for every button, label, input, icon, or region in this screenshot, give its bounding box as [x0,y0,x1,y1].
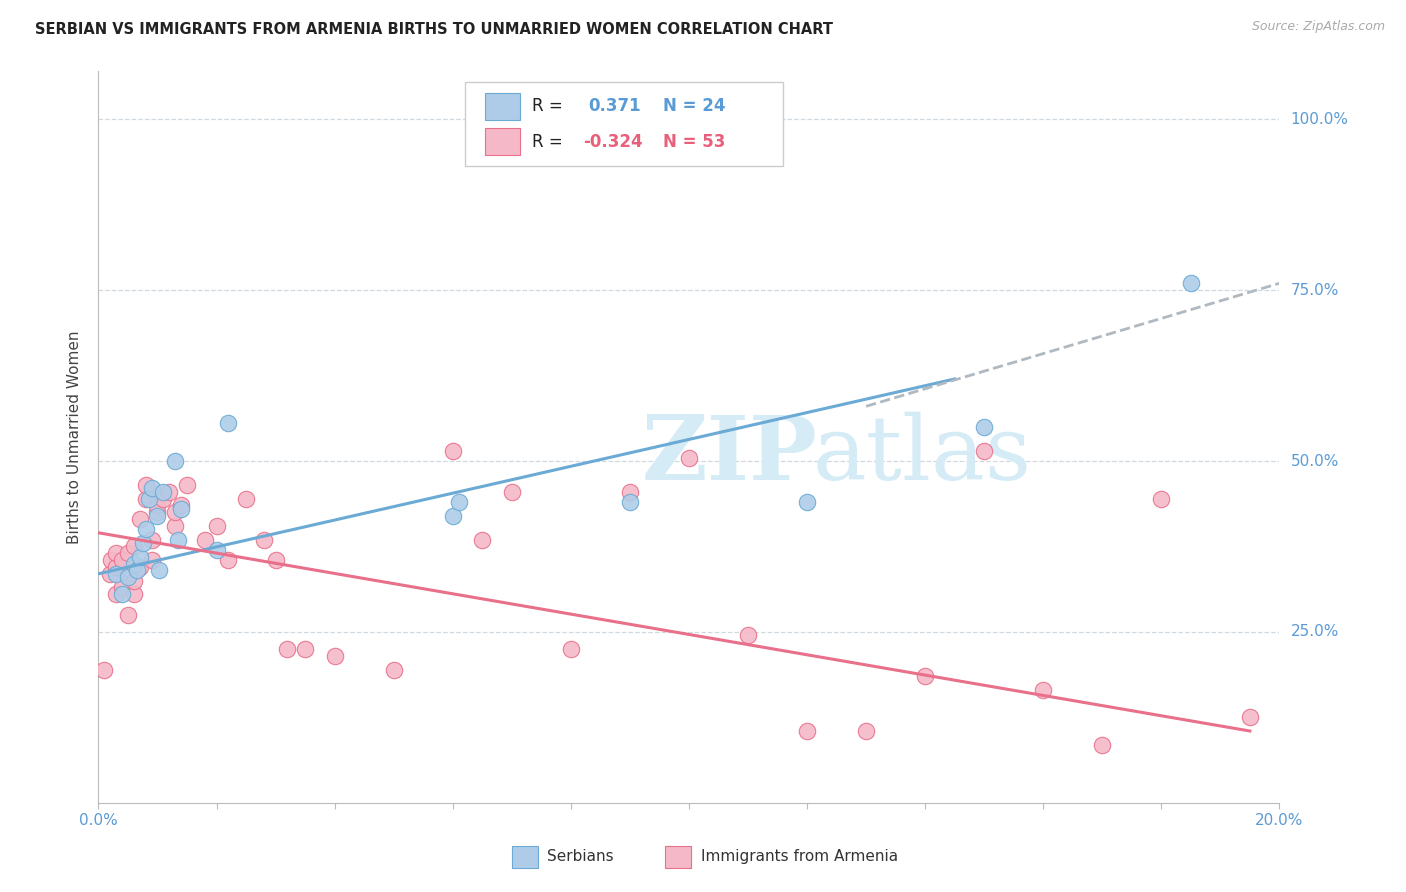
Point [135,522,157,536]
Point [796,495,818,509]
Point [1032,683,1054,698]
Point [111,553,134,567]
Point [1150,491,1173,506]
Point [122,540,145,554]
Bar [485,128,520,155]
Point [135,478,157,492]
Point [132,536,155,550]
Point [501,484,523,499]
Text: 50.0%: 50.0% [1291,453,1339,468]
Point [105,560,128,574]
Point [111,581,134,595]
Point [441,508,464,523]
Text: Immigrants from Armenia: Immigrants from Armenia [700,849,898,864]
Point [205,542,228,557]
Point [117,546,139,560]
Point [1091,738,1114,752]
Point [165,505,187,519]
Point [170,499,193,513]
Point [105,566,128,581]
Point [471,533,494,547]
Point [973,443,995,458]
Text: -0.324: -0.324 [582,133,643,151]
Text: ZIP: ZIP [641,412,817,499]
Point [855,724,877,739]
Point [382,663,405,677]
Text: 75.0%: 75.0% [1291,283,1339,298]
Point [165,454,187,468]
Text: atlas: atlas [813,412,1032,499]
Point [1180,277,1202,291]
Point [146,508,169,523]
Point [1239,710,1261,724]
Point [93,663,115,677]
Point [117,570,139,584]
Point [205,519,228,533]
Point [217,417,239,431]
Point [253,533,276,547]
Point [323,648,346,663]
Point [194,533,217,547]
Text: SERBIAN VS IMMIGRANTS FROM ARMENIA BIRTHS TO UNMARRIED WOMEN CORRELATION CHART: SERBIAN VS IMMIGRANTS FROM ARMENIA BIRTH… [35,22,834,37]
Point [138,491,160,506]
Text: 25.0%: 25.0% [1291,624,1339,640]
Point [619,495,641,509]
Point [678,450,700,465]
Point [141,533,163,547]
Point [165,519,187,533]
Point [152,484,174,499]
Point [146,499,169,513]
Point [122,557,145,571]
Text: R =: R = [531,133,568,151]
Point [117,566,139,581]
Point [141,553,163,567]
Point [105,546,128,560]
Text: 0.371: 0.371 [589,97,641,115]
Point [122,574,145,588]
Text: N = 53: N = 53 [664,133,725,151]
Text: N = 24: N = 24 [664,97,725,115]
Text: R =: R = [531,97,574,115]
Point [98,566,121,581]
Point [217,553,239,567]
Text: Source: ZipAtlas.com: Source: ZipAtlas.com [1251,20,1385,33]
Point [619,484,641,499]
Point [447,495,470,509]
Point [737,628,759,642]
Point [141,481,163,495]
Point [973,420,995,434]
Point [122,587,145,601]
Point [294,642,316,657]
Point [170,501,193,516]
Bar [665,846,692,868]
Point [176,478,198,492]
Point [128,560,150,574]
Point [100,553,122,567]
Point [157,484,180,499]
Point [264,553,287,567]
Point [135,491,157,506]
Point [105,587,128,601]
Bar [512,846,537,868]
Point [125,563,148,577]
Point [146,505,169,519]
Point [128,512,150,526]
Point [235,491,257,506]
Point [796,724,818,739]
Point [128,549,150,564]
Point [111,587,134,601]
Text: 100.0%: 100.0% [1291,112,1348,127]
Text: Serbians: Serbians [547,849,614,864]
Point [148,563,170,577]
Point [441,443,464,458]
Point [167,533,190,547]
FancyBboxPatch shape [464,82,783,167]
Point [560,642,582,657]
Point [276,642,298,657]
Bar [485,93,520,120]
Point [117,607,139,622]
Point [914,669,936,683]
Y-axis label: Births to Unmarried Women: Births to Unmarried Women [67,330,83,544]
Point [152,491,174,506]
